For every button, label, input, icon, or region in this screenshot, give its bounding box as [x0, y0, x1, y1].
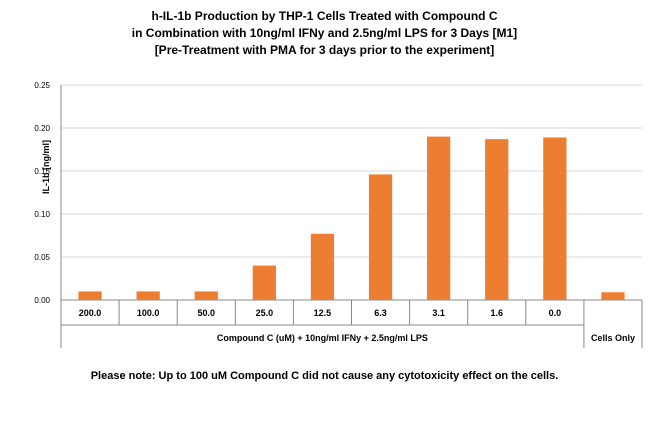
bar	[485, 139, 509, 300]
bar	[194, 291, 218, 300]
bar	[252, 265, 276, 300]
chart-title-line-3: [Pre-Treatment with PMA for 3 days prior…	[154, 43, 495, 57]
y-tick-label: 0.20	[34, 124, 50, 133]
x-tick-label: 200.0	[79, 308, 102, 318]
x-tick-label: 1.6	[490, 308, 503, 318]
bar	[78, 291, 102, 300]
x-tick-label: 100.0	[137, 308, 160, 318]
bar	[601, 292, 625, 300]
footnote: Please note: Up to 100 uM Compound C did…	[90, 370, 559, 382]
bar	[310, 233, 335, 300]
x-tick-label: 12.5	[314, 308, 332, 318]
bar	[368, 174, 393, 300]
x-tick-label: 25.0	[256, 308, 274, 318]
x-tick-label: 6.3	[374, 308, 387, 318]
bar	[427, 136, 451, 300]
chart-title-line-2: in Combination with 10ng/ml IFNy and 2.5…	[131, 26, 518, 40]
x-tick-label: 3.1	[432, 308, 445, 318]
chart-title-line-1: h-IL-1b Production by THP-1 Cells Treate…	[151, 9, 498, 23]
y-tick-label: 0.25	[34, 81, 50, 90]
y-tick-label: 0.00	[34, 296, 50, 305]
y-tick-label: 0.15	[34, 167, 50, 176]
y-tick-label: 0.10	[34, 210, 50, 219]
x-group-label: Cells Only	[591, 333, 635, 343]
y-tick-label: 0.05	[34, 253, 50, 262]
bar	[543, 137, 567, 300]
x-tick-label: 0.0	[549, 308, 562, 318]
bar	[136, 291, 160, 300]
x-group-label: Compound C (uM) + 10ng/ml IFNy + 2.5ng/m…	[217, 333, 428, 343]
x-tick-label: 50.0	[197, 308, 215, 318]
